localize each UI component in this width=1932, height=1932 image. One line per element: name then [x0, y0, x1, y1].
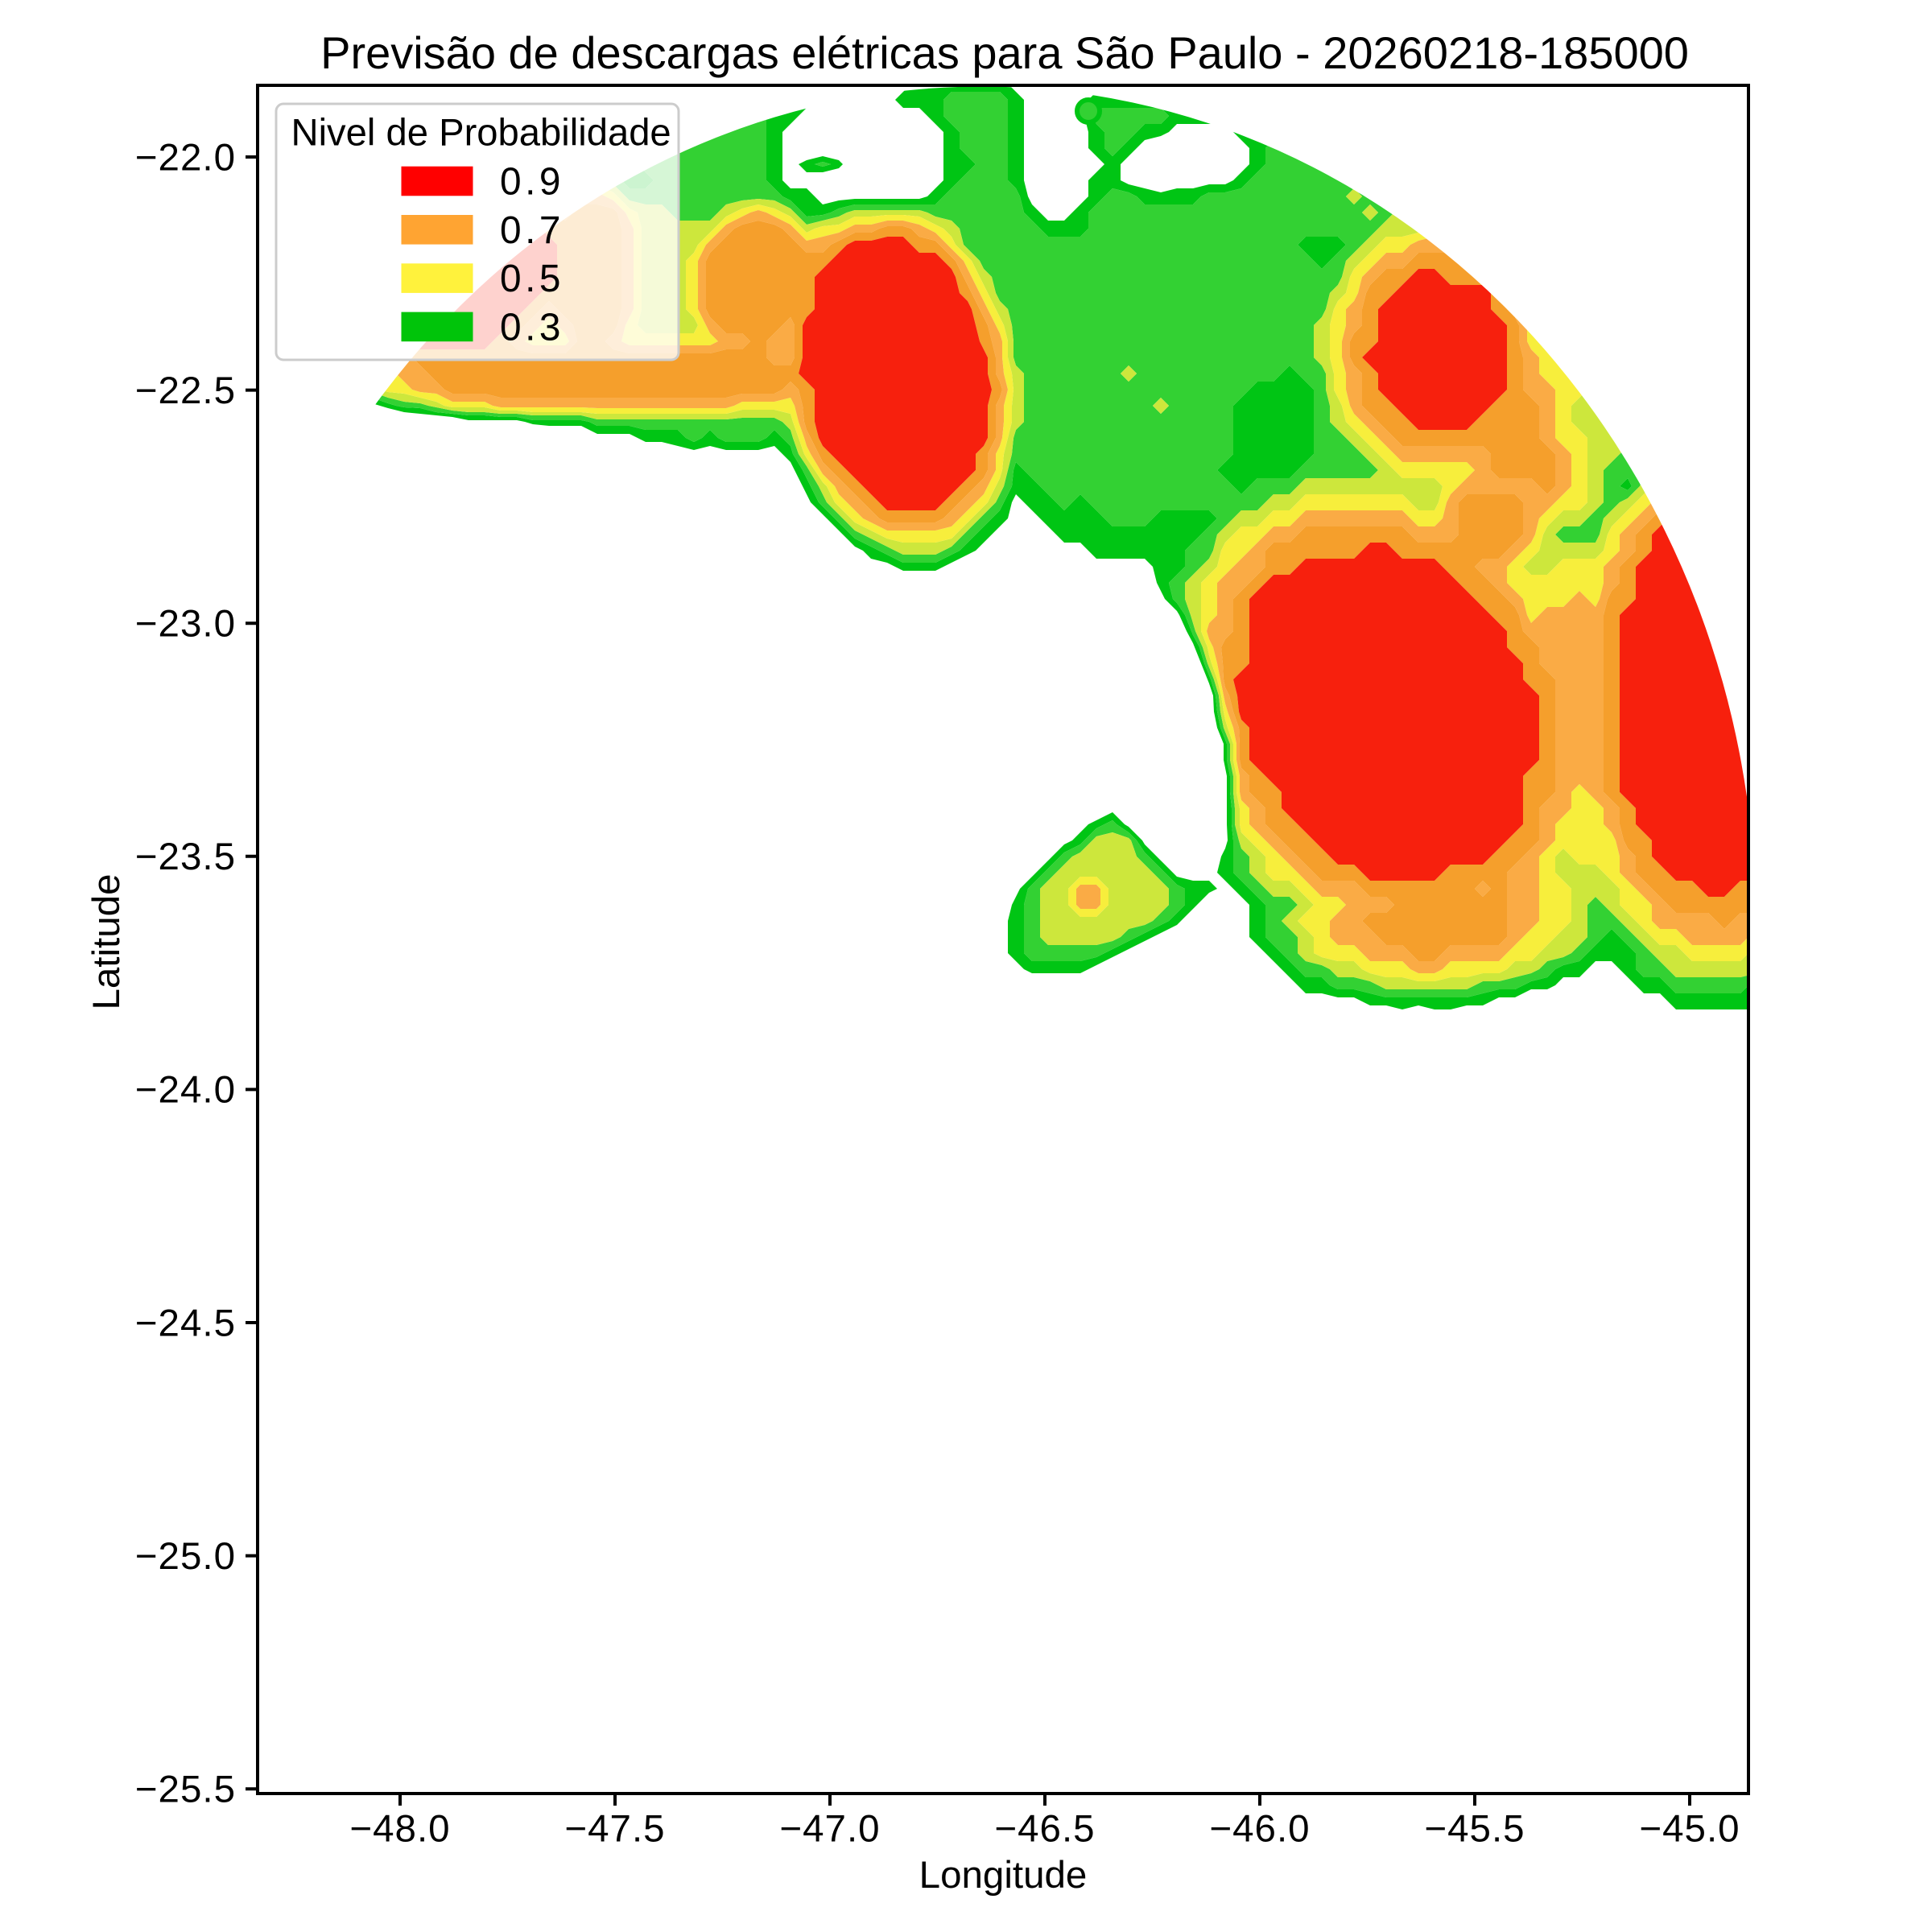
svg-text:−22.5: −22.5 [135, 369, 236, 412]
svg-text:−24.5: −24.5 [135, 1302, 236, 1344]
svg-text:0.5: 0.5 [500, 258, 564, 300]
svg-text:−48.0: −48.0 [349, 1808, 450, 1851]
svg-text:Latitude: Latitude [85, 873, 128, 1009]
svg-text:−23.5: −23.5 [135, 836, 236, 878]
svg-text:−47.0: −47.0 [779, 1808, 880, 1851]
svg-text:0.9: 0.9 [500, 161, 564, 204]
svg-text:Nivel de Probabilidade: Nivel de Probabilidade [291, 112, 671, 155]
svg-text:−23.0: −23.0 [135, 603, 236, 646]
svg-text:−22.0: −22.0 [135, 136, 236, 179]
svg-text:−46.5: −46.5 [994, 1808, 1095, 1851]
svg-text:Previsão de descargas elétrica: Previsão de descargas elétricas para São… [320, 27, 1689, 78]
svg-text:Longitude: Longitude [919, 1854, 1088, 1897]
svg-text:0.3: 0.3 [500, 306, 564, 349]
svg-text:−45.0: −45.0 [1639, 1808, 1740, 1851]
svg-text:−46.0: −46.0 [1209, 1808, 1310, 1851]
svg-text:−47.5: −47.5 [564, 1808, 665, 1851]
svg-text:−45.5: −45.5 [1424, 1808, 1525, 1851]
svg-text:−24.0: −24.0 [135, 1069, 236, 1112]
svg-text:0.7: 0.7 [500, 209, 564, 252]
svg-text:−25.5: −25.5 [135, 1769, 236, 1811]
svg-text:−25.0: −25.0 [135, 1535, 236, 1578]
